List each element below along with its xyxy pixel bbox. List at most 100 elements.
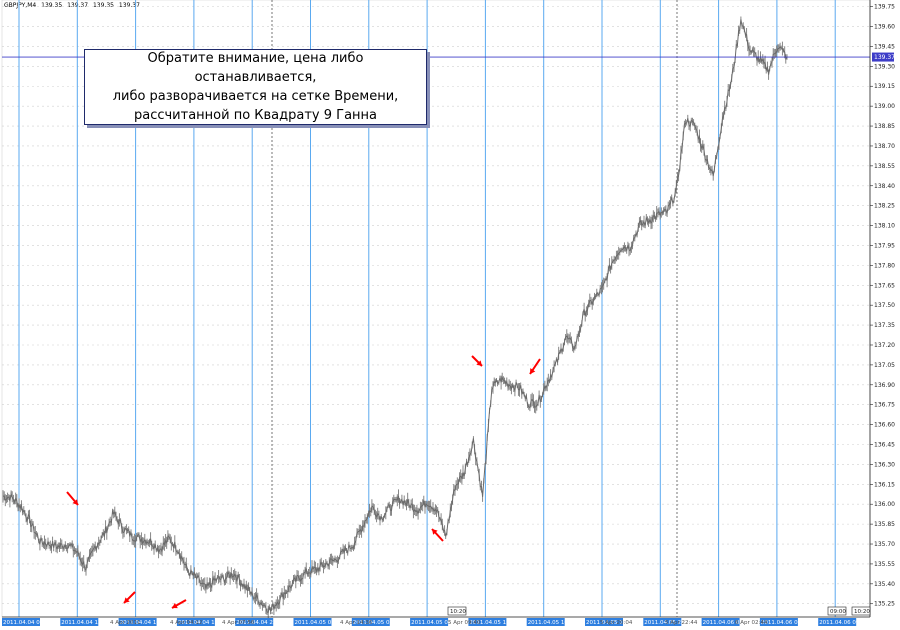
price-series [2, 16, 788, 620]
time-grid-label: 2011.04.04 12:08 [60, 618, 111, 626]
time-grid-label: 2011.04.05 19:20 [585, 618, 636, 626]
time-grid-label-bg [235, 618, 274, 626]
time-axis-text: 4 Apr 2011 [110, 620, 141, 626]
time-grid-label: 2011.04.05 22:56 [643, 618, 694, 626]
time-grid-label-text: 2011.04.05 09:12 [411, 620, 460, 626]
annotation-box: Обратите внимание, цена либо останавлива… [84, 49, 427, 125]
y-tick-label: 136.45 [874, 442, 895, 449]
time-grid-label-bg [118, 618, 157, 626]
close-value: 139.37 [118, 2, 140, 9]
time-grid-label-bg [410, 618, 449, 626]
y-tick-label: 137.95 [874, 242, 895, 249]
time-axis-text: 4 Apr 14:36 [340, 620, 373, 626]
time-grid-label: 2011.04.05 12:40 [468, 618, 519, 626]
time-grid-label-bg [585, 618, 623, 626]
y-tick-label: 137.50 [874, 302, 895, 309]
y-tick-label: 136.90 [874, 382, 895, 389]
time-grid-label-text: 2011.04.05 02:00 [295, 620, 345, 626]
red-arrow [123, 591, 136, 604]
y-tick-label: 137.65 [874, 282, 895, 289]
y-tick-label: 139.30 [874, 63, 895, 70]
time-axis-text: 5 Apr 09:40 [448, 620, 481, 626]
red-arrow-head [432, 529, 438, 535]
time-grid-label-text: 2011.04.04 12:08 [61, 620, 111, 626]
y-axis: 139.75 139.60 139.45 139.30 139.15 139.00 138.… [869, 0, 895, 617]
cursor-label-box [827, 606, 847, 616]
time-grid-label: 2011.04.04 09:12 [2, 618, 52, 626]
time-grid-label: 2011.04.05 05:44 [351, 618, 403, 626]
y-tick-label: 138.40 [874, 183, 895, 190]
cursor-label-text: 10:20 [854, 609, 870, 615]
time-grid-label: 2011.04.05 09:12 [410, 618, 460, 626]
time-grid-label-text: 2011.04.04 19:28 [178, 620, 228, 626]
y-tick-label: 139.15 [874, 83, 895, 90]
y-tick-label: 139.60 [874, 24, 895, 31]
y-tick-label: 137.80 [874, 262, 895, 269]
y-tick-label: 135.85 [874, 521, 895, 528]
price-line [2, 19, 788, 614]
annotation-line-3: рассчитанной по Квадрату 9 Ганна [133, 108, 378, 123]
annotation-line-2: либо разворачивается на сетке Времени, [112, 89, 399, 104]
time-grid-label-text: 2011.04.06 02:44 [703, 620, 753, 626]
time-grid-label-bg [351, 618, 390, 626]
red-arrow-head [172, 602, 178, 609]
time-grid-label-bg [526, 618, 565, 626]
open-value: 139.35 [41, 2, 63, 9]
red-arrow [529, 358, 541, 375]
time-grid-label-bg [60, 618, 99, 626]
time-grid-lines [18, 0, 836, 617]
time-grid-label-text: 2011.04.05 12:40 [469, 620, 519, 626]
time-axis-text: 4 Apr 04:12 [170, 620, 202, 626]
y-tick-label: 139.45 [874, 43, 895, 50]
svg-text:139.37: 139.37 [874, 54, 895, 61]
red-arrow-head [530, 368, 536, 374]
time-axis-text: 5 Apr 20:04 [600, 620, 633, 626]
cursor-label-text: 10:20 [450, 609, 466, 615]
time-grid-label-text: 2011.04.06 05:48 [761, 620, 811, 626]
x-axis: 2011.04.04 09:12 2011.04.04 12:08 2011.04.… [2, 606, 870, 626]
annotation-line-1: Обратите внимание, цена либо останавлива… [147, 51, 364, 85]
arrows [66, 355, 541, 609]
time-grid-label-bg [759, 618, 798, 626]
time-grid-label: 2011.04.05 16:08 [526, 618, 578, 626]
time-grid-label-text: 2011.04.05 19:20 [586, 620, 636, 626]
red-arrow [66, 491, 79, 506]
time-grid-label: 2011.04.06 05:48 [759, 618, 811, 626]
red-arrow-head [124, 597, 130, 603]
time-grid-label-bg [293, 618, 332, 626]
low-value: 139.35 [92, 2, 114, 9]
time-grid-label-bg [2, 618, 40, 626]
y-tick-label: 135.25 [874, 601, 895, 608]
y-tick-label: 136.75 [874, 402, 895, 409]
time-grid-label-bg [643, 618, 682, 626]
time-grid-label: 2011.04.06 02:44 [701, 618, 753, 626]
red-arrow [171, 599, 187, 609]
time-grid-label-text: 2011.04.04 22:00 [236, 620, 286, 626]
y-tick-label: 138.70 [874, 143, 895, 150]
y-tick-label: 135.70 [874, 541, 895, 548]
y-tick-label: 136.00 [874, 501, 895, 508]
time-grid-label-text: 2011.04.05 22:56 [644, 620, 694, 626]
y-tick-label: 137.20 [874, 342, 895, 349]
time-grid-label-text: 2011.04.05 16:08 [528, 620, 578, 626]
time-axis-text: 4 Apr 07:56 [222, 620, 255, 626]
cursor-label-box [447, 606, 467, 616]
red-arrow-head [476, 360, 482, 366]
time-grid-label-text: 2011.04.05 05:44 [353, 620, 403, 626]
time-grid-label: 2011.04.05 02:00 [293, 618, 345, 626]
time-grid-label-text: 2011.04.04 09:12 [3, 620, 52, 626]
y-tick-label: 138.55 [874, 163, 895, 170]
time-grid-label-text: 2011.04.04 16:04 [120, 620, 170, 626]
annotation-text: Обратите внимание, цена либо останавлива… [85, 49, 426, 125]
time-axis-text: 5 Apr 22:44 [665, 620, 698, 626]
red-arrow [431, 528, 444, 542]
time-axis-text: 6 Apr 02:44 [735, 620, 768, 626]
symbol-label: GBPJPY,M4 [4, 2, 37, 9]
y-tick-label: 136.60 [874, 422, 895, 429]
time-grid-label-bg [701, 618, 740, 626]
time-grid-label-bg [176, 618, 215, 626]
y-tick-label: 137.35 [874, 322, 895, 329]
time-grid-label-bg [818, 618, 857, 626]
red-arrow [471, 355, 483, 367]
